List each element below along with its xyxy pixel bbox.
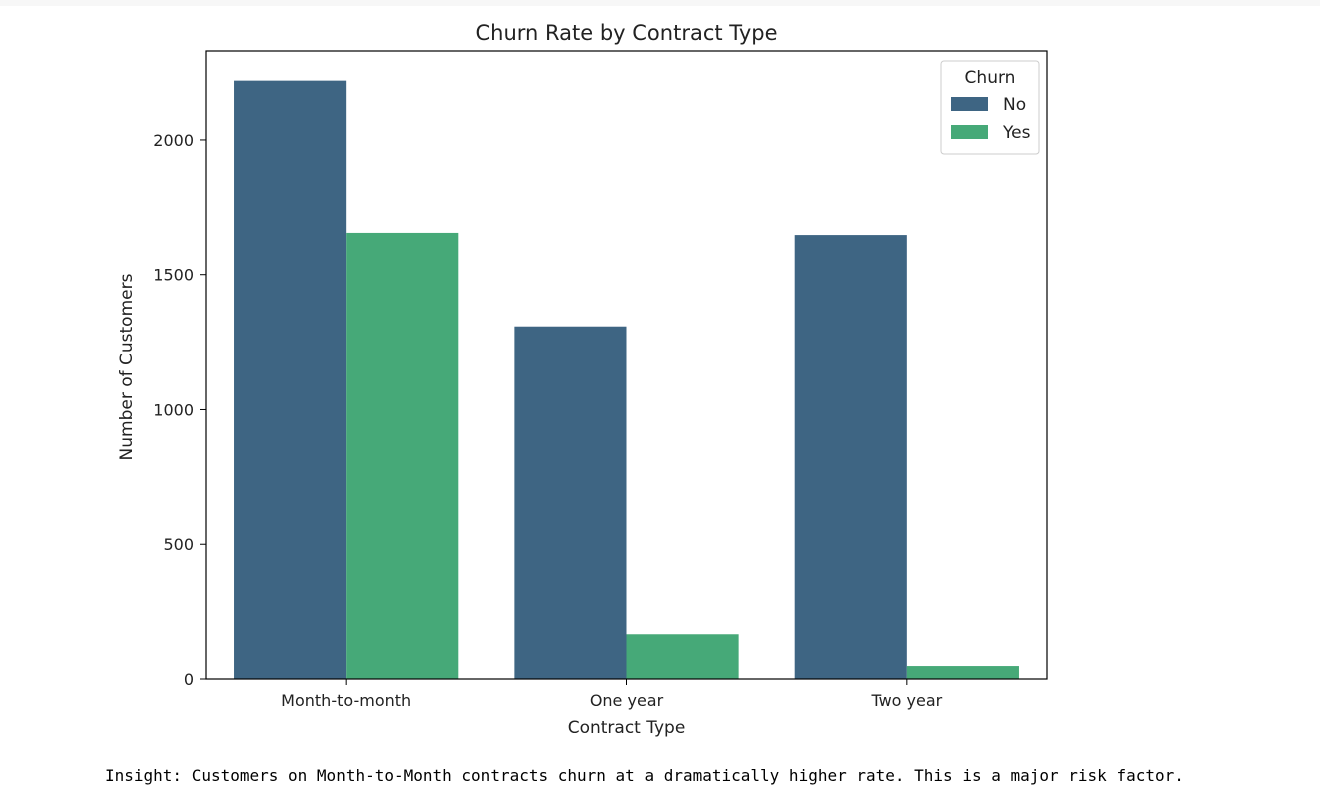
insight-text: Insight: Customers on Month-to-Month con… — [105, 766, 1184, 785]
legend-items: No Yes — [951, 95, 1031, 143]
y-tick-label: 1000 — [153, 400, 194, 419]
x-tick-label: One year — [590, 691, 664, 710]
axes-group: 0 500 1000 1500 2000 Month-to-month One year Tw… — [153, 50, 1048, 710]
bars-group — [234, 80, 1019, 679]
bar-month-to-month-yes — [346, 232, 459, 679]
top-strip — [0, 0, 1320, 6]
chart-title: Churn Rate by Contract Type — [475, 21, 777, 45]
legend-label-no: No — [1003, 95, 1026, 115]
legend-label-yes: Yes — [1002, 123, 1031, 143]
y-tick-label: 0 — [184, 670, 194, 689]
y-tick-label: 500 — [163, 535, 194, 554]
bar-one-year-yes — [626, 634, 739, 679]
legend-swatch-yes — [951, 125, 988, 139]
y-tick-label: 1500 — [153, 266, 194, 285]
x-tick-label: Month-to-month — [281, 691, 411, 710]
bar-one-year-no — [514, 326, 627, 679]
legend-title: Churn — [965, 68, 1016, 88]
y-axis-label: Number of Customers — [117, 273, 137, 460]
bar-chart: Churn Rate by Contract Type 0 500 1000 1500… — [117, 21, 1048, 738]
legend-swatch-no — [951, 97, 988, 111]
x-axis-label: Contract Type — [568, 718, 686, 738]
y-tick-label: 2000 — [153, 131, 194, 150]
legend: Churn No Yes — [940, 60, 1040, 155]
bar-month-to-month-no — [234, 80, 347, 679]
x-tick-label: Two year — [870, 691, 942, 710]
bar-two-year-no — [794, 235, 907, 679]
bar-two-year-yes — [906, 666, 1019, 679]
